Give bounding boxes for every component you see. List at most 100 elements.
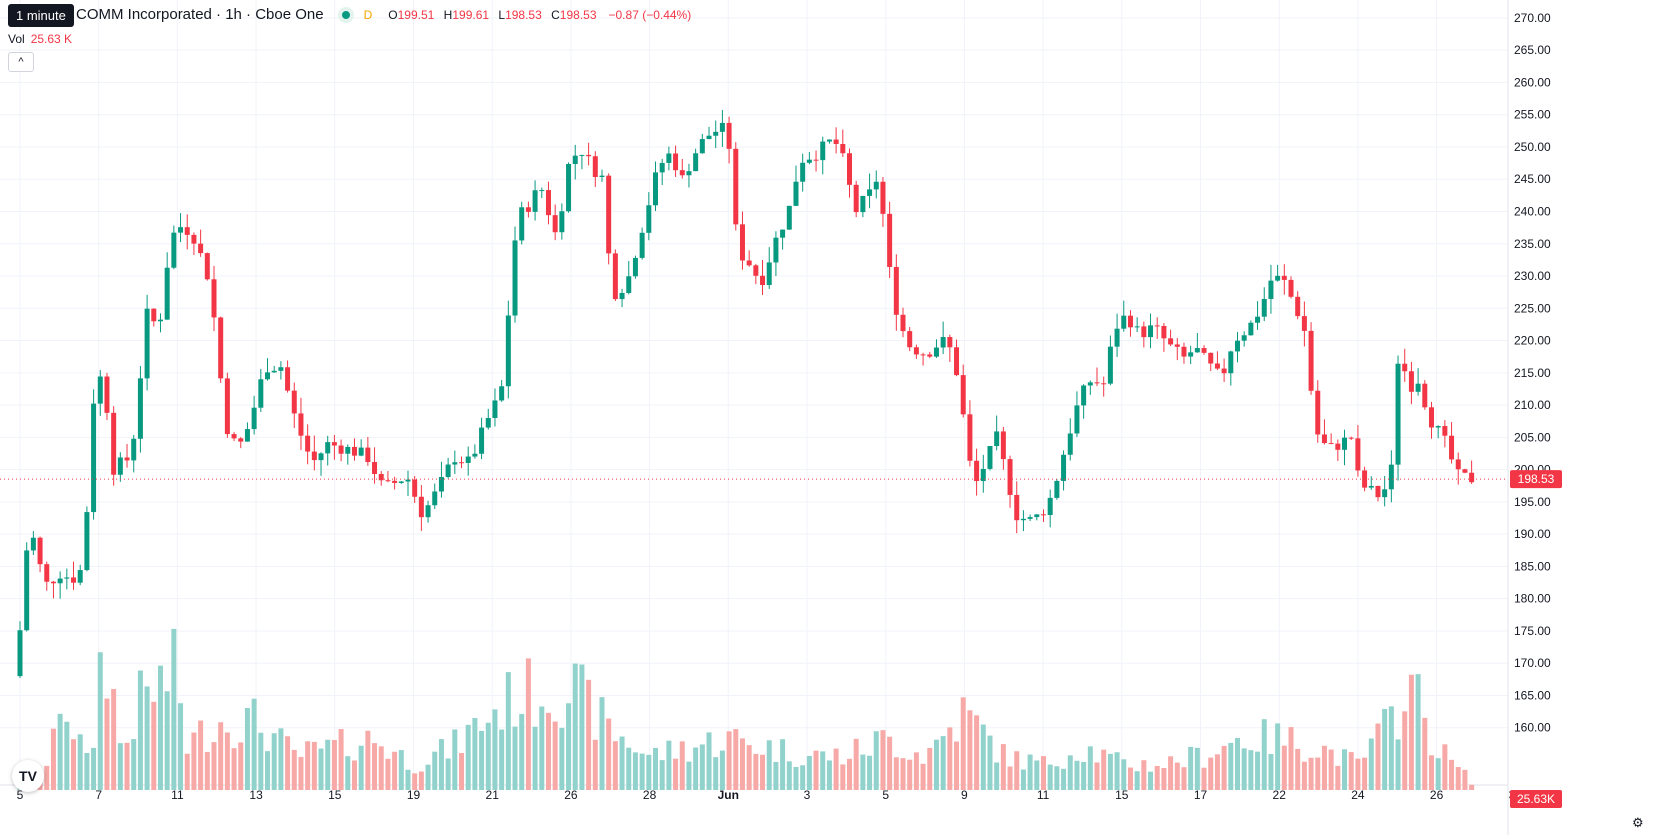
chevron-up-icon: ^ xyxy=(18,56,24,68)
volume-bar xyxy=(325,739,331,790)
volume-bar xyxy=(445,758,451,790)
candle-body xyxy=(1221,368,1227,374)
candle-body xyxy=(117,457,123,475)
market-status-icon xyxy=(337,6,354,23)
candle-body xyxy=(137,378,143,439)
close-label: C xyxy=(551,7,560,22)
candle-body xyxy=(846,153,852,185)
candle-body xyxy=(679,170,685,176)
candle-body xyxy=(305,435,311,452)
volume-bar xyxy=(1020,769,1026,790)
x-tick-label: 3 xyxy=(804,788,811,802)
volume-bar xyxy=(1368,738,1374,790)
candle-body xyxy=(24,550,30,631)
candle-body xyxy=(1034,514,1040,518)
volume-bar xyxy=(706,732,712,790)
candle-body xyxy=(64,577,70,579)
volume-bar xyxy=(887,736,893,790)
collapse-legend-button[interactable]: ^ xyxy=(8,52,34,72)
volume-bar xyxy=(385,758,391,790)
interval-tooltip: 1 minute xyxy=(8,4,74,27)
candle-body xyxy=(1335,443,1341,450)
volume-bar xyxy=(1054,766,1060,790)
candle-body xyxy=(893,266,899,315)
volume-bar xyxy=(124,742,130,790)
candle-body xyxy=(1188,352,1194,357)
volume-bar xyxy=(867,755,873,790)
volume-bar xyxy=(318,748,324,790)
candle-body xyxy=(880,181,886,214)
candle-body xyxy=(452,462,458,465)
volume-bar xyxy=(1268,753,1274,790)
volume-bar xyxy=(1007,766,1013,790)
volume-bar xyxy=(285,736,291,790)
candle-body xyxy=(1455,459,1461,470)
candle-body xyxy=(97,376,103,404)
candle-body xyxy=(178,227,184,233)
candle-body xyxy=(1040,514,1046,516)
volume-bar xyxy=(632,752,638,790)
volume-bar xyxy=(1241,748,1247,790)
volume-bar xyxy=(1362,757,1368,790)
candle-body xyxy=(733,148,739,225)
candle-body xyxy=(265,372,271,380)
volume-bar xyxy=(184,753,190,790)
candle-body xyxy=(398,481,404,483)
candle-body xyxy=(860,195,866,213)
volume-bar xyxy=(1221,745,1227,790)
candle-body xyxy=(719,122,725,132)
volume-bar xyxy=(539,706,545,790)
volume-bar xyxy=(1295,748,1301,790)
volume-bar xyxy=(947,727,953,790)
candle-body xyxy=(1449,435,1455,460)
volume-bar xyxy=(873,731,879,790)
gear-icon[interactable]: ⚙ xyxy=(1632,815,1644,830)
candle-body xyxy=(318,453,324,461)
volume-bar xyxy=(679,741,685,790)
candle-body xyxy=(579,154,585,156)
candle-body xyxy=(358,447,364,456)
volume-bar xyxy=(351,760,357,790)
y-tick-label: 210.00 xyxy=(1514,398,1551,412)
candle-body xyxy=(780,229,786,238)
candle-body xyxy=(244,429,250,442)
candle-body xyxy=(927,354,933,357)
volume-bar xyxy=(599,697,605,790)
volume-bar xyxy=(131,739,137,790)
x-tick-label: Jun xyxy=(718,788,739,802)
volume-bar xyxy=(1214,754,1220,790)
symbol-title[interactable]: COMM Incorporated · 1h · Cboe One xyxy=(76,6,324,23)
volume-bar xyxy=(1067,755,1073,790)
candle-body xyxy=(84,512,90,571)
volume-bar xyxy=(1014,751,1020,790)
volume-bar xyxy=(1442,744,1448,790)
candle-body xyxy=(1007,459,1013,495)
volume-bar xyxy=(305,741,311,790)
x-tick-label: 24 xyxy=(1351,788,1365,802)
x-tick-label: 21 xyxy=(486,788,500,802)
volume-bar xyxy=(171,628,177,790)
volume-bar xyxy=(1415,674,1421,790)
volume-bar xyxy=(1047,764,1053,790)
candle-body xyxy=(1388,464,1394,490)
candle-body xyxy=(1382,489,1388,498)
candle-body xyxy=(1127,315,1133,328)
volume-bar xyxy=(378,746,384,790)
volume-bar xyxy=(646,754,652,790)
volume-bar xyxy=(733,729,739,790)
volume-bar xyxy=(552,721,558,790)
volume-bar xyxy=(612,741,618,790)
volume-bar xyxy=(191,732,197,790)
volume-bar xyxy=(438,739,444,790)
volume-bar xyxy=(137,670,143,790)
volume-bar xyxy=(880,730,886,790)
candle-body xyxy=(820,141,826,161)
volume-bar xyxy=(64,721,70,790)
close-value: 198.53 xyxy=(559,7,597,22)
tradingview-logo-icon[interactable]: TV xyxy=(12,760,44,792)
y-tick-label: 175.00 xyxy=(1514,624,1551,638)
y-tick-label: 185.00 xyxy=(1514,559,1551,573)
volume-bar xyxy=(1087,746,1093,790)
volume-bar xyxy=(606,718,612,790)
